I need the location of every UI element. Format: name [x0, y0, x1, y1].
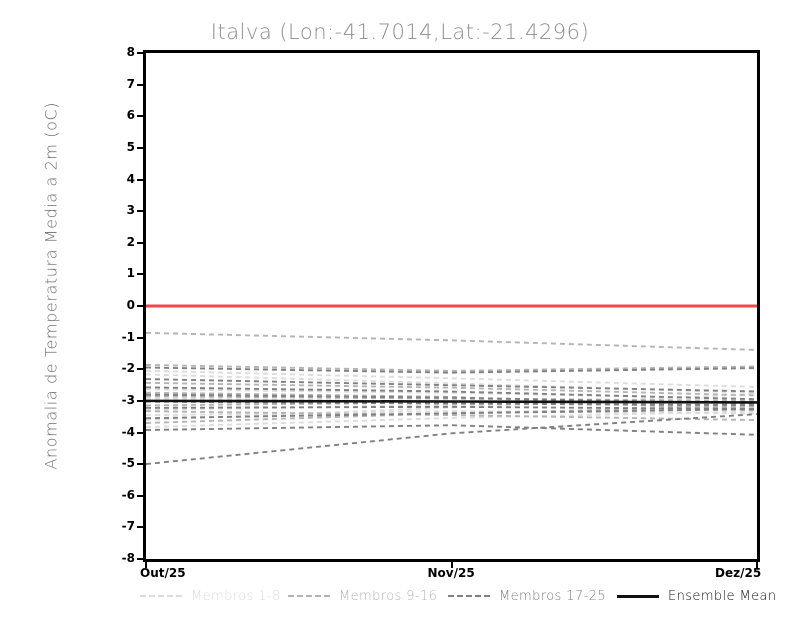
x-tick-mark	[145, 561, 147, 568]
x-tick-label: Nov/25	[427, 566, 475, 580]
member-line	[146, 424, 757, 436]
member-line	[146, 391, 757, 412]
y-axis-label: Anomalia de Temperatura Media a 2m (oC)	[41, 101, 61, 470]
y-tick-label: -2	[121, 361, 135, 376]
member-line	[146, 388, 757, 400]
member-line	[146, 410, 757, 417]
member-line	[146, 386, 757, 401]
member-line	[146, 363, 757, 372]
member-line	[146, 373, 757, 394]
member-line	[146, 401, 757, 408]
member-line	[146, 395, 757, 402]
y-tick-label: -6	[121, 487, 135, 502]
legend-label: Ensemble Mean	[668, 588, 777, 604]
y-tick-mark	[137, 431, 144, 434]
y-tick-label: -8	[121, 551, 135, 565]
y-tick-mark	[137, 115, 144, 118]
legend-label: Membros 9-16	[339, 588, 438, 604]
member-line	[146, 410, 757, 429]
y-tick-label: 5	[126, 139, 135, 154]
y-tick-label: 2	[126, 234, 135, 249]
y-tick-mark	[137, 305, 144, 307]
member-line	[146, 408, 757, 420]
member-line	[146, 393, 757, 405]
member-line	[146, 381, 757, 397]
member-line	[146, 397, 757, 405]
member-line	[146, 405, 757, 410]
series-canvas	[146, 304, 757, 465]
x-tick-mark	[756, 561, 758, 568]
legend-label: Membros 1-8	[191, 588, 281, 604]
y-tick-mark	[137, 368, 144, 371]
legend-swatch	[140, 595, 182, 597]
legend-swatch	[448, 595, 490, 597]
legend-entry[interactable]: Membros 9-16	[288, 586, 437, 606]
member-line	[146, 413, 757, 465]
legend-entry[interactable]: Ensemble Mean	[617, 586, 777, 606]
member-line	[146, 378, 757, 393]
chart-legend: Membros 1-8 Membros 9-16 Membros 17-25 Ense…	[0, 586, 800, 608]
legend-swatch	[617, 594, 659, 598]
y-tick-mark	[137, 241, 144, 244]
legend-entry[interactable]: Membros 1-8	[140, 586, 281, 606]
y-tick-mark	[137, 146, 144, 149]
y-tick-label: 0	[126, 298, 135, 312]
y-tick-mark	[137, 494, 144, 497]
y-tick-mark	[137, 526, 144, 529]
y-tick-mark	[137, 273, 144, 276]
y-tick-label: 7	[126, 76, 135, 91]
y-tick-mark	[137, 336, 144, 339]
member-line	[146, 366, 757, 374]
y-tick-label: 1	[126, 266, 135, 281]
y-tick-label: 3	[126, 203, 135, 218]
y-tick-label: -3	[121, 392, 135, 407]
ensemble-mean-line	[146, 399, 757, 404]
y-tick-label: -5	[121, 456, 135, 471]
y-tick-label: 8	[126, 45, 135, 59]
legend-swatch	[288, 595, 330, 597]
y-tick-mark	[137, 52, 144, 54]
member-line	[146, 369, 757, 388]
member-line	[146, 405, 757, 424]
y-tick-mark	[137, 178, 144, 181]
plot-area	[143, 50, 760, 562]
x-tick-label: Dez/25	[715, 566, 762, 580]
y-tick-label: -7	[121, 519, 135, 534]
y-tick-label: 6	[126, 108, 135, 123]
member-line	[146, 410, 757, 422]
x-tick-mark	[450, 561, 453, 568]
y-tick-mark	[137, 83, 144, 86]
chart-title: Italva (Lon:-41.7014,Lat:-21.4296)	[210, 20, 590, 44]
legend-entry[interactable]: Membros 17-25	[448, 586, 606, 606]
y-tick-label: 4	[126, 171, 135, 186]
y-tick-mark	[137, 210, 144, 213]
x-tick-label: Out/25	[140, 566, 186, 580]
y-tick-mark	[137, 558, 144, 560]
y-tick-mark	[137, 399, 144, 402]
y-tick-label: -1	[121, 329, 135, 344]
y-tick-label: -4	[121, 424, 135, 439]
y-tick-mark	[137, 463, 144, 466]
legend-label: Membros 17-25	[499, 588, 607, 604]
member-line	[146, 331, 757, 351]
